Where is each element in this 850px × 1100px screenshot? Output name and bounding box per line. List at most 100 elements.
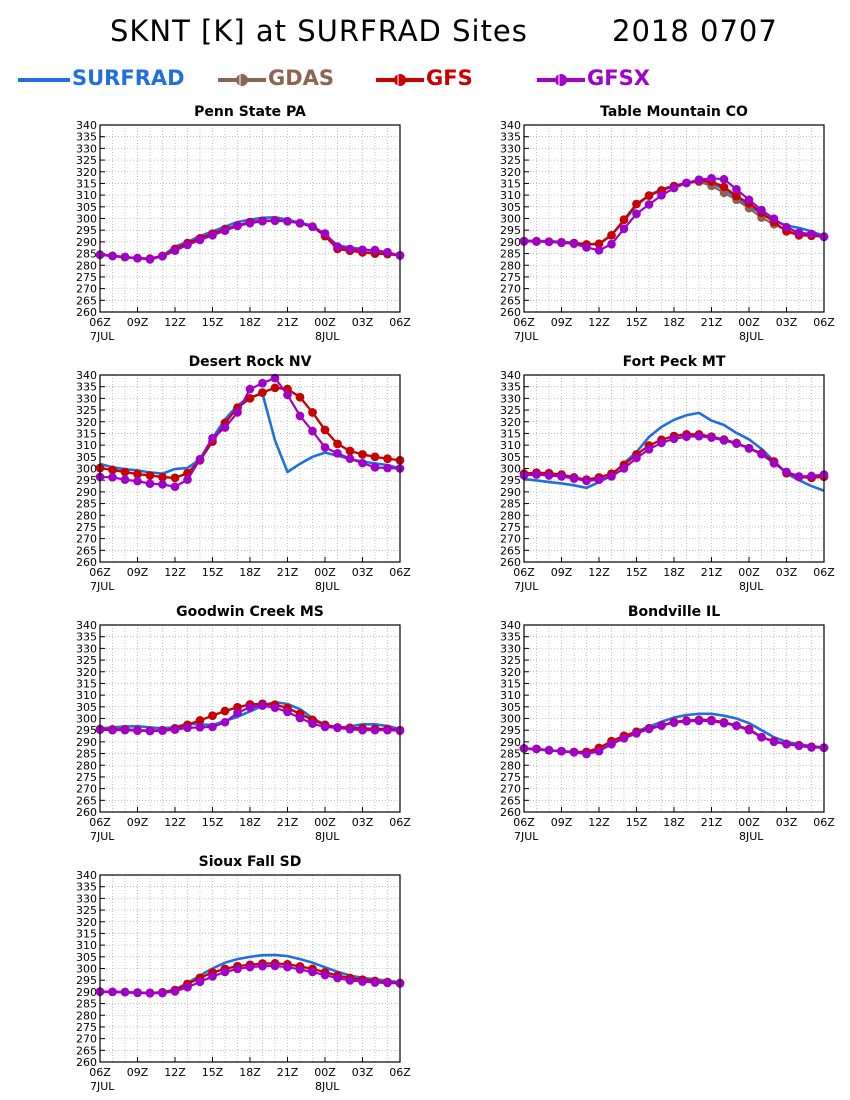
data-point-gfsx <box>108 251 117 261</box>
data-point-gfs <box>757 732 766 742</box>
data-point-gfsx <box>220 967 230 977</box>
y-tick-label: 310 <box>76 689 97 702</box>
data-point-gfs <box>245 394 255 403</box>
data-point-gfsx <box>557 472 566 481</box>
y-tick-label: 335 <box>76 631 97 644</box>
data-point-gfs <box>195 973 205 983</box>
series-line-gdas <box>99 386 401 479</box>
data-point-gdas <box>557 746 566 756</box>
data-point-gfsx <box>258 217 267 226</box>
data-point-gfs <box>607 736 616 746</box>
x-tick-label: 09Z <box>551 566 573 579</box>
x-tick-label: 03Z <box>776 316 798 329</box>
data-point-gfs <box>557 238 566 247</box>
y-tick-label: 300 <box>76 963 97 976</box>
data-point-gdas <box>220 964 230 974</box>
data-point-gfsx <box>644 445 654 454</box>
data-point-gfsx <box>308 222 317 231</box>
y-tick-label: 330 <box>500 642 521 655</box>
data-point-gfsx <box>145 479 155 488</box>
series-line-surfrad <box>99 700 401 731</box>
data-point-gfsx <box>345 244 355 254</box>
y-tick-label: 305 <box>76 951 97 964</box>
data-point-gfs <box>183 979 192 989</box>
x-tick-label: 12Z <box>164 1066 186 1079</box>
data-point-gfsx <box>619 224 629 234</box>
series-line-gfsx <box>523 177 825 252</box>
y-tick-label: 265 <box>500 544 521 557</box>
data-point-gdas <box>557 238 566 247</box>
x-tick-label: 09Z <box>127 566 149 579</box>
data-point-gfsx <box>233 964 242 974</box>
x-tick-label: 09Z <box>127 316 149 329</box>
data-point-gfs <box>283 703 292 713</box>
x-tick-label: 12Z <box>588 816 610 829</box>
data-point-gdas <box>769 736 779 746</box>
data-point-gfsx <box>732 439 741 449</box>
data-point-gfsx <box>283 390 292 400</box>
x-tick-label: 15Z <box>626 316 648 329</box>
data-point-gdas <box>245 960 255 970</box>
data-point-gfs <box>133 725 142 735</box>
data-point-gdas <box>258 388 267 397</box>
y-tick-label: 265 <box>76 544 97 557</box>
data-point-gfs <box>358 975 367 985</box>
data-point-gdas <box>557 470 566 479</box>
x-date-label: 7JUL <box>514 580 539 593</box>
data-point-gdas <box>644 441 654 450</box>
data-point-gfsx <box>133 988 142 998</box>
x-date-label: 7JUL <box>514 330 539 343</box>
data-point-gdas <box>744 724 754 734</box>
data-point-gfsx <box>158 988 167 998</box>
y-tick-label: 315 <box>76 927 97 940</box>
data-point-gfs <box>395 725 405 735</box>
data-point-gdas <box>295 392 305 402</box>
data-point-gfs <box>308 715 317 725</box>
series-line-surfrad <box>523 180 825 246</box>
data-point-gfsx <box>569 474 579 483</box>
x-tick-label: 21Z <box>277 1066 299 1079</box>
x-tick-label: 06Z <box>89 566 111 579</box>
data-point-gfs <box>383 249 392 259</box>
data-point-gfs <box>619 460 629 470</box>
data-point-gdas <box>158 472 167 482</box>
data-point-gfs <box>345 446 355 456</box>
x-date-label: 8JUL <box>739 580 764 593</box>
legend-label-gfs: GFS <box>426 66 473 90</box>
data-point-gfs <box>744 443 754 453</box>
data-point-gfs <box>370 249 380 258</box>
data-point-gdas <box>819 232 829 242</box>
data-point-gfsx <box>782 222 791 232</box>
data-point-gdas <box>794 472 804 482</box>
y-tick-label: 300 <box>76 713 97 726</box>
data-point-gfs <box>358 248 367 257</box>
data-point-gfsx <box>370 245 380 255</box>
data-point-gdas <box>732 195 741 205</box>
data-point-gfs <box>707 177 716 186</box>
data-point-gdas <box>395 978 405 988</box>
data-point-gfs <box>782 468 791 478</box>
data-point-gdas <box>233 221 242 230</box>
series-line-gdas <box>523 433 825 481</box>
y-tick-label: 320 <box>76 416 97 429</box>
data-point-gfsx <box>757 449 766 459</box>
data-point-gfsx <box>644 200 654 209</box>
data-point-gfs <box>283 384 292 394</box>
y-tick-label: 325 <box>76 654 97 667</box>
data-point-gfsx <box>133 253 142 263</box>
panel-title: Penn State PA <box>194 104 306 120</box>
y-tick-label: 320 <box>500 416 521 429</box>
y-tick-label: 280 <box>76 509 97 522</box>
data-point-gfsx <box>607 739 616 749</box>
data-point-gfs <box>170 724 180 733</box>
data-point-gfsx <box>320 229 330 238</box>
data-point-gfsx <box>183 982 192 992</box>
data-point-gdas <box>208 437 217 446</box>
data-point-gdas <box>582 240 591 249</box>
data-point-gfs <box>95 463 105 473</box>
x-tick-label: 15Z <box>202 316 224 329</box>
data-point-gfsx <box>158 252 167 261</box>
data-point-gfsx <box>108 473 117 482</box>
data-point-gfsx <box>320 970 330 980</box>
